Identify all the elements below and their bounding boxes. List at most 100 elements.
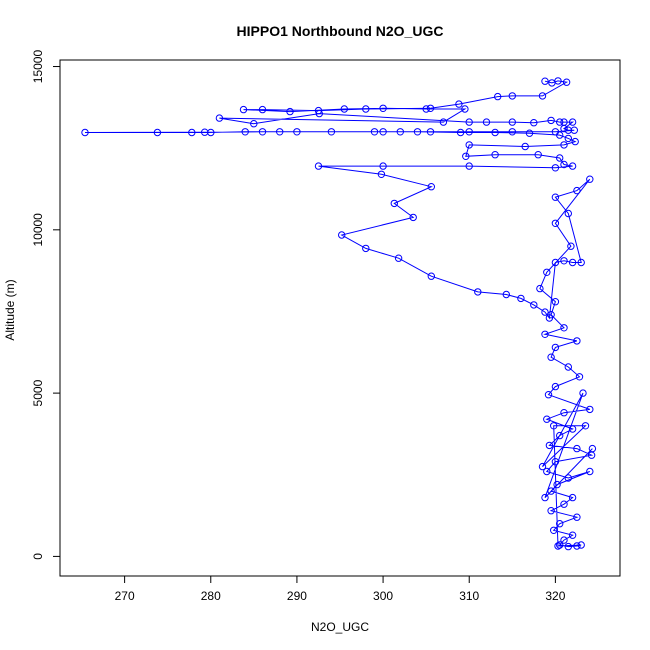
data-point [465, 141, 473, 149]
data-point [362, 244, 370, 253]
data-point [538, 462, 547, 471]
data-point [575, 373, 584, 381]
data-point [547, 311, 555, 319]
data-point [258, 105, 267, 114]
data-point [409, 213, 417, 222]
data-point [554, 77, 562, 85]
data-point [396, 128, 404, 136]
data-point [554, 542, 562, 550]
y-tick-label: 5000 [31, 379, 45, 406]
data-point [338, 231, 346, 239]
data-point [586, 405, 594, 414]
data-point [556, 154, 564, 162]
data-point [560, 257, 568, 265]
data-point [390, 199, 398, 208]
data-point [545, 441, 554, 450]
data-point [586, 175, 594, 183]
data-point [315, 109, 323, 118]
data-point [560, 160, 568, 169]
data-point [370, 128, 379, 136]
data-point [560, 124, 568, 133]
data-point [462, 152, 470, 161]
data-point [81, 128, 89, 137]
data-point [508, 128, 516, 136]
data-point [556, 541, 564, 549]
chart-title: HIPPO1 Northbound N2O_UGC [237, 23, 444, 39]
data-point [379, 162, 387, 170]
data-point [541, 493, 549, 502]
data-point [564, 542, 572, 551]
data-point [379, 128, 387, 136]
data-point [538, 92, 547, 100]
data-point [577, 541, 585, 549]
data-point [570, 126, 578, 134]
data-point [550, 422, 558, 430]
data-point [461, 105, 469, 113]
data-point [556, 118, 564, 126]
data-point [201, 128, 209, 136]
data-point [567, 242, 575, 250]
data-point [547, 487, 555, 495]
data-point [564, 134, 572, 143]
data-point [568, 531, 577, 539]
data-point [573, 337, 581, 345]
x-tick-label: 300 [373, 589, 393, 603]
data-point [482, 118, 491, 126]
data-point [571, 137, 579, 146]
data-point [560, 500, 568, 508]
data-point [573, 186, 581, 195]
data-point [553, 480, 561, 489]
data-point [573, 444, 581, 453]
data-point [455, 100, 463, 108]
data-point [556, 131, 564, 139]
data-point [544, 391, 553, 399]
data-point [568, 258, 577, 267]
data-point [426, 104, 435, 113]
data-point [534, 151, 542, 159]
data-point [556, 520, 564, 528]
data-point [530, 301, 538, 309]
data-point [551, 219, 560, 228]
plot-frame [59, 59, 621, 577]
data-point [562, 78, 571, 86]
y-tick-label: 15000 [31, 50, 45, 84]
data-point [241, 128, 249, 136]
data-point [568, 162, 577, 170]
x-tick-label: 320 [545, 589, 565, 603]
data-point [521, 142, 529, 151]
data-point [586, 467, 594, 476]
data-point [314, 106, 323, 115]
data-point [502, 290, 510, 299]
data-point [564, 209, 572, 218]
data-point [215, 114, 224, 122]
x-tick-label: 310 [459, 589, 479, 603]
x-tick-label: 270 [115, 589, 135, 603]
data-point [286, 107, 294, 116]
data-point [474, 288, 482, 296]
data-point [547, 353, 555, 361]
data-point [588, 444, 597, 453]
data-point [465, 162, 473, 170]
data-point [439, 118, 448, 126]
data-point [293, 128, 301, 136]
data-point [551, 193, 560, 201]
data-point [556, 431, 564, 440]
data-point [508, 92, 516, 100]
data-point [250, 120, 258, 128]
data-point [327, 128, 336, 136]
x-tick-label: 280 [201, 589, 221, 603]
x-tick-label: 290 [287, 589, 307, 603]
data-point [551, 458, 560, 466]
data-point [379, 104, 387, 113]
data-point [541, 308, 549, 316]
x-axis-label: N2O_UGC [311, 620, 369, 634]
data-point [564, 363, 572, 371]
data-point [551, 164, 560, 172]
data-point [564, 474, 572, 482]
data-point [239, 105, 248, 114]
data-point [153, 128, 162, 137]
data-point [340, 105, 348, 113]
data-point [550, 526, 558, 534]
data-point [426, 128, 435, 136]
